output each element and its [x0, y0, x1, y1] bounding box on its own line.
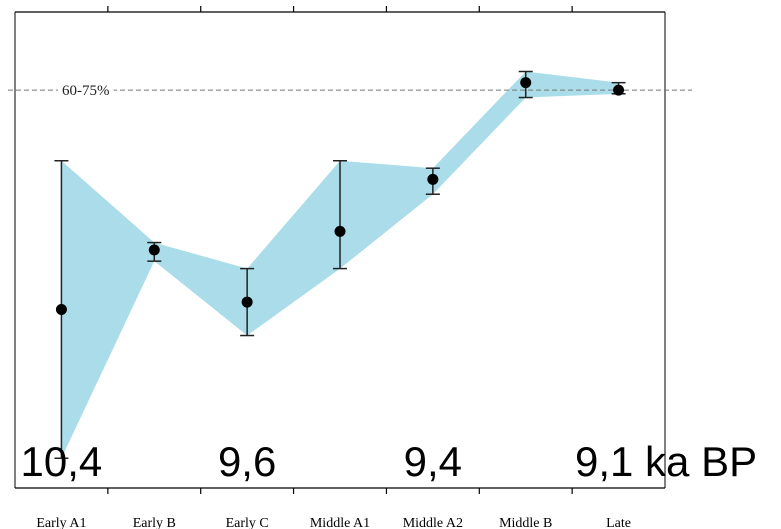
period-label: 9,1 ka BP [575, 438, 757, 485]
reference-line-group: 60-75% [8, 81, 692, 99]
x-tick-label: Early A1 [36, 516, 86, 529]
x-tick-label: Middle A2 [403, 516, 463, 529]
data-point [613, 84, 625, 96]
x-tick-label: Middle A1 [310, 516, 370, 529]
reference-label-bg [58, 81, 114, 98]
x-tick-label: Early B [133, 516, 176, 529]
period-label: 10,4 [21, 438, 103, 485]
plot-frame [14, 6, 666, 494]
reference-line-label: 60-75% [62, 83, 110, 99]
data-points [55, 77, 625, 315]
data-point [427, 173, 439, 185]
period-label: 9,6 [218, 438, 276, 485]
x-tick-label: Late [606, 516, 631, 529]
data-point [520, 77, 532, 89]
data-point [334, 225, 346, 237]
x-tick-label: Early C [226, 516, 269, 529]
data-point [55, 304, 67, 315]
period-label: 9,4 [404, 438, 462, 485]
data-point [241, 296, 253, 308]
x-tick-labels: Early A1 Early B Early C Middle A1 Middle A2… [36, 516, 631, 529]
data-point [148, 244, 160, 256]
period-labels: 10,4 9,6 9,4 9,1 ka BP [21, 438, 758, 485]
x-tick-label: Middle B [499, 516, 552, 529]
